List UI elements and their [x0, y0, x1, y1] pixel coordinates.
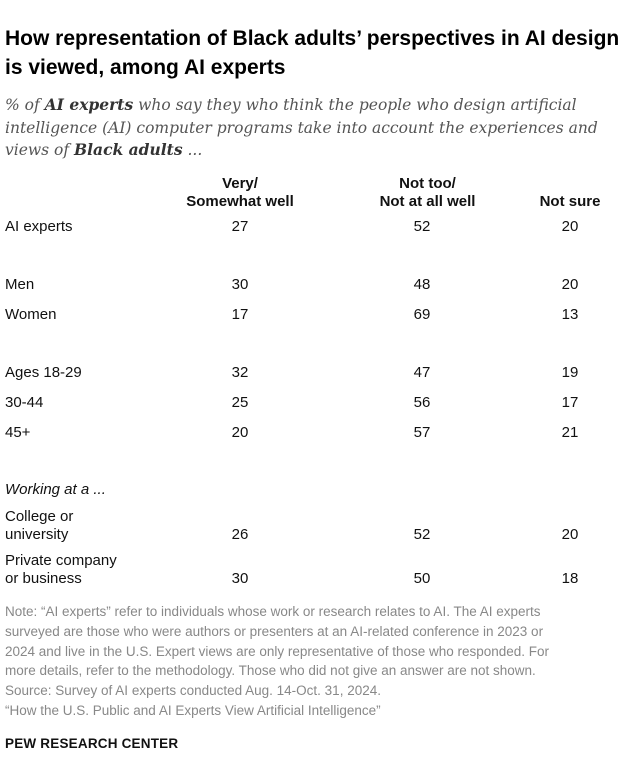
cell-men-not-sure: 20: [561, 276, 579, 293]
cell-ages-18-29-well: 32: [231, 364, 249, 381]
row-label-line: or business: [5, 570, 82, 587]
cell-ai-experts-not-sure: 20: [561, 218, 579, 235]
column-header-not-too-not-at-all-well: Not too/ Not at all well: [340, 175, 515, 211]
note-line: surveyed are those who were authors or p…: [5, 623, 544, 639]
cell-ages-18-29-not-sure: 19: [561, 364, 579, 381]
subtitle-suffix: ...: [182, 141, 203, 159]
row-label-college: College or university: [5, 508, 73, 544]
cell-women-not-sure: 13: [561, 306, 579, 323]
row-label-ai-experts: AI experts: [5, 218, 73, 235]
cell-ages-45-plus-not-well: 57: [413, 424, 431, 441]
chart-title: How representation of Black adults’ pers…: [5, 27, 620, 79]
column-header-line: Somewhat well: [186, 193, 294, 210]
chart-subtitle: % of AI experts who say they who think t…: [5, 94, 630, 162]
cell-private-well: 30: [231, 570, 249, 587]
row-label-private: Private company or business: [5, 552, 117, 588]
section-label-working-at: Working at a ...: [5, 481, 106, 498]
cell-men-not-well: 48: [413, 276, 431, 293]
cell-private-not-sure: 18: [561, 570, 579, 587]
note-line: more details, refer to the methodology. …: [5, 663, 536, 679]
row-label-ages-30-44: 30-44: [5, 394, 44, 411]
cell-ages-45-plus-well: 20: [231, 424, 249, 441]
cell-private-not-well: 50: [413, 570, 431, 587]
report-title-line: “How the U.S. Public and AI Experts View…: [5, 702, 381, 718]
subtitle-middle: who say they who think the people who de…: [5, 96, 598, 159]
note-line: Note: “AI experts” refer to individuals …: [5, 604, 541, 619]
column-header-line: Not at all well: [379, 193, 476, 210]
source-line: Source: Survey of AI experts conducted A…: [5, 683, 381, 699]
cell-college-not-sure: 20: [561, 526, 579, 543]
chart-note: Note: “AI experts” refer to individuals …: [5, 602, 630, 721]
cell-ages-45-plus-not-sure: 21: [561, 424, 579, 441]
pew-research-center-logo-text: PEW RESEARCH CENTER: [5, 736, 179, 751]
row-label-ages-45-plus: 45+: [5, 424, 31, 441]
column-header-line: Very/: [222, 175, 258, 192]
column-header-line: Not too/: [399, 175, 456, 192]
column-header-very-somewhat-well: Very/ Somewhat well: [160, 175, 320, 211]
subtitle-bold-ai-experts: AI experts: [44, 95, 134, 114]
row-label-line: university: [5, 526, 69, 543]
cell-ages-30-44-well: 25: [231, 394, 249, 411]
row-label-ages-18-29: Ages 18-29: [5, 364, 82, 381]
cell-ages-30-44-not-sure: 17: [561, 394, 579, 411]
subtitle-prefix: % of: [5, 96, 45, 114]
cell-ages-30-44-not-well: 56: [413, 394, 431, 411]
cell-men-well: 30: [231, 276, 249, 293]
row-label-line: College or: [5, 508, 74, 525]
cell-women-not-well: 69: [413, 306, 431, 323]
subtitle-bold-black-adults: Black adults: [74, 140, 183, 159]
cell-college-well: 26: [231, 526, 249, 543]
cell-women-well: 17: [231, 306, 249, 323]
cell-ai-experts-not-well: 52: [413, 218, 431, 235]
row-label-line: Private company: [5, 552, 117, 569]
note-line: 2024 and live in the U.S. Expert views a…: [5, 643, 550, 659]
cell-ages-18-29-not-well: 47: [413, 364, 431, 381]
row-label-men: Men: [5, 276, 35, 293]
cell-college-not-well: 52: [413, 526, 431, 543]
column-header-not-sure: Not sure: [539, 193, 601, 210]
cell-ai-experts-well: 27: [231, 218, 249, 235]
row-label-women: Women: [5, 306, 57, 323]
